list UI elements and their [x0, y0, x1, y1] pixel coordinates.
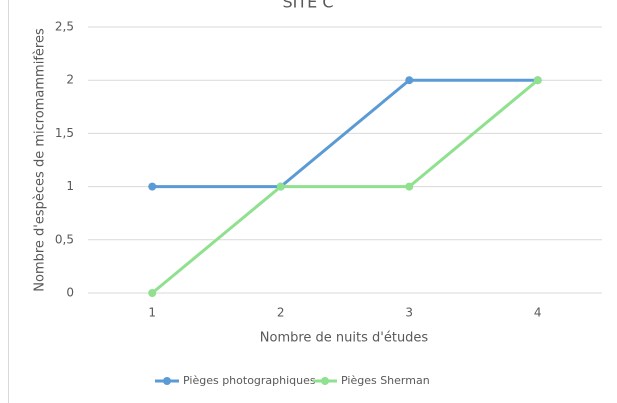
chart-border	[8, 0, 9, 403]
x-tick-label: 2	[277, 306, 285, 320]
series-line	[152, 78, 538, 189]
data-point	[148, 289, 157, 297]
data-point	[276, 182, 285, 191]
chart-title: SITE C	[282, 0, 333, 12]
legend-marker	[163, 377, 171, 385]
y-tick-label: 0	[66, 286, 74, 300]
legend-label: Pièges Sherman	[341, 374, 430, 387]
y-tick-label: 0,5	[55, 232, 74, 246]
data-point	[405, 76, 414, 85]
x-tick-label: 4	[534, 306, 542, 320]
data-point	[405, 182, 414, 191]
x-tick-label: 1	[148, 306, 156, 320]
y-axis-title: Nombre d'espèces de micromammifères	[33, 28, 48, 292]
y-tick-label: 1,5	[55, 126, 74, 140]
y-tick-label: 2,5	[55, 20, 74, 34]
x-axis-title: Nombre de nuits d'études	[260, 331, 429, 346]
y-tick-label: 2	[66, 73, 74, 87]
legend-label: Pièges photographiques	[183, 374, 316, 387]
data-point	[533, 76, 542, 85]
y-tick-label: 1	[66, 179, 74, 193]
legend-marker	[321, 377, 329, 385]
data-point	[148, 182, 157, 191]
x-tick-label: 3	[405, 306, 413, 320]
series-line	[151, 79, 539, 295]
